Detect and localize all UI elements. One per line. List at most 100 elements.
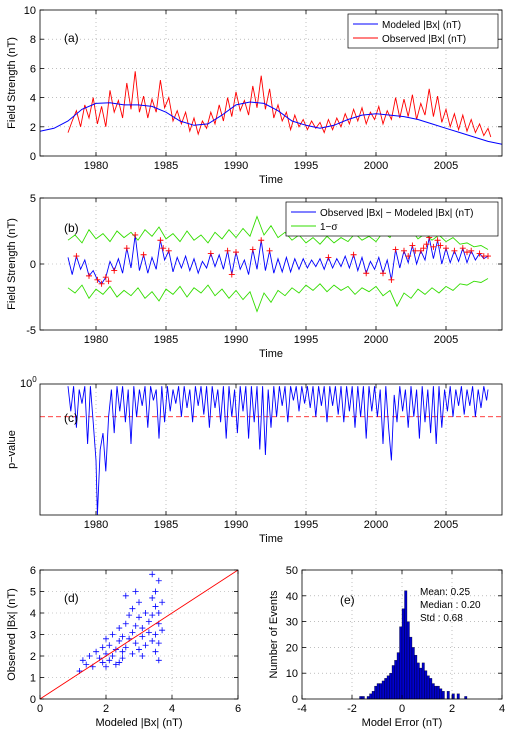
x-tick-label: 2000 (364, 160, 388, 172)
histogram-bar (371, 691, 375, 700)
y-tick-label: 30 (286, 617, 298, 629)
outlier-marker (228, 271, 235, 278)
y-tick-label: 5 (30, 587, 36, 599)
x-axis-label: Modeled |Bx| (nT) (95, 717, 182, 729)
y-axis-label: Field Strength (nT) (6, 218, 18, 310)
y-tick-label: 6 (30, 565, 36, 577)
y-tick-label: 1 (30, 673, 36, 685)
identity-reference-line (39, 569, 239, 700)
panel-label: (d) (64, 591, 79, 605)
x-tick-label: 1990 (224, 519, 248, 531)
histogram-bar (391, 665, 395, 700)
x-axis-label: Time (259, 174, 283, 186)
y-tick-label: 6 (30, 63, 36, 75)
histogram-bar (394, 660, 398, 700)
x-tick-label: 1980 (84, 519, 108, 531)
scatter-point (155, 577, 162, 584)
outlier-marker (417, 247, 424, 254)
scatter-point (139, 625, 146, 632)
y-tick-exponent: 0 (32, 375, 37, 384)
histogram-bar (384, 678, 388, 700)
x-axis-label: Model Error (nT) (362, 717, 443, 729)
outlier-marker (412, 247, 419, 254)
outlier-marker (325, 254, 332, 261)
scatter-point (86, 653, 93, 659)
outlier-marker (157, 237, 164, 244)
y-tick-label-power: 100 (20, 375, 37, 390)
scatter-point (149, 637, 156, 644)
histogram-bar (404, 590, 408, 700)
y-tick-label: 2 (30, 651, 36, 663)
outlier-marker (266, 247, 273, 254)
scatter-point (159, 599, 166, 606)
scatter-point (155, 657, 162, 664)
y-tick-label: 3 (30, 630, 36, 642)
scatter-point (136, 646, 142, 653)
scatter-point (129, 605, 136, 612)
scatter-point (139, 633, 146, 640)
scatter-point (145, 618, 152, 625)
legend-label: Observed |Bx| − Modeled |Bx| (nT) (320, 208, 474, 219)
scatter-point (142, 610, 149, 616)
scatter-point (132, 622, 139, 629)
x-tick-label: 6 (235, 703, 241, 715)
outlier-marker (409, 242, 416, 249)
outlier-marker (132, 231, 139, 238)
outlier-marker (380, 270, 386, 277)
histogram-bar (406, 621, 410, 700)
scatter-point (79, 657, 86, 664)
y-tick-label: 50 (286, 565, 298, 577)
y-tick-label: 10 (24, 5, 36, 17)
outlier-marker (224, 247, 231, 254)
outlier-marker (102, 274, 109, 281)
scatter-point (159, 627, 166, 634)
panel-b-chart: 1980 1985 1990 1995 2000 2005 -5 0 5 Time Field St… (6, 193, 503, 360)
scatter-point (155, 610, 162, 616)
y-tick-label: 4 (30, 93, 36, 105)
x-tick-label: 2000 (364, 334, 388, 346)
outlier-marker (363, 270, 370, 277)
scatter-point (152, 631, 159, 638)
stats-label: Mean: 0.25 (420, 587, 470, 598)
outlier-marker (464, 249, 470, 256)
scatter-point (129, 629, 136, 636)
outlier-marker (430, 243, 437, 250)
scatter-point (103, 663, 109, 670)
x-tick-label: 1990 (224, 334, 248, 346)
panel-a-chart: 1980 1985 1990 1995 2000 2005 0 2 4 6 8 10 Time Field… (6, 5, 503, 186)
histogram-bar (431, 683, 435, 700)
scatter-point (149, 571, 156, 578)
scatter-point (106, 657, 113, 664)
sigma-lower-line (67, 278, 489, 313)
scatter-point (119, 633, 126, 640)
y-axis-label: p−value (6, 430, 18, 469)
y-tick-label: 4 (30, 608, 36, 620)
outlier-marker (451, 247, 458, 254)
x-tick-label: 2005 (434, 519, 458, 531)
y-tick-label: 0 (30, 151, 36, 163)
histogram-bar (376, 683, 380, 700)
x-tick-label: 4 (169, 703, 175, 715)
panel-label: (b) (64, 221, 79, 235)
outlier-marker (459, 245, 466, 252)
outlier-marker (140, 251, 147, 258)
x-tick-label: 1985 (154, 334, 178, 346)
y-tick-label: 8 (30, 34, 36, 46)
outlier-marker (434, 237, 441, 244)
outlier-marker (437, 242, 444, 249)
axes-frame (39, 383, 503, 516)
histogram-bar (411, 647, 415, 700)
outlier-marker (443, 245, 449, 252)
scatter-point (83, 661, 90, 668)
histogram-bar (369, 693, 373, 700)
scatter-point (122, 620, 129, 627)
x-tick-label: 1995 (294, 160, 318, 172)
outlier-marker (160, 245, 167, 252)
x-tick-label: -2 (347, 703, 357, 715)
outlier-marker (111, 267, 118, 274)
histogram-bar (414, 654, 418, 700)
scatter-point (106, 642, 113, 649)
y-tick-label: 5 (30, 193, 36, 205)
outlier-marker (207, 250, 214, 257)
